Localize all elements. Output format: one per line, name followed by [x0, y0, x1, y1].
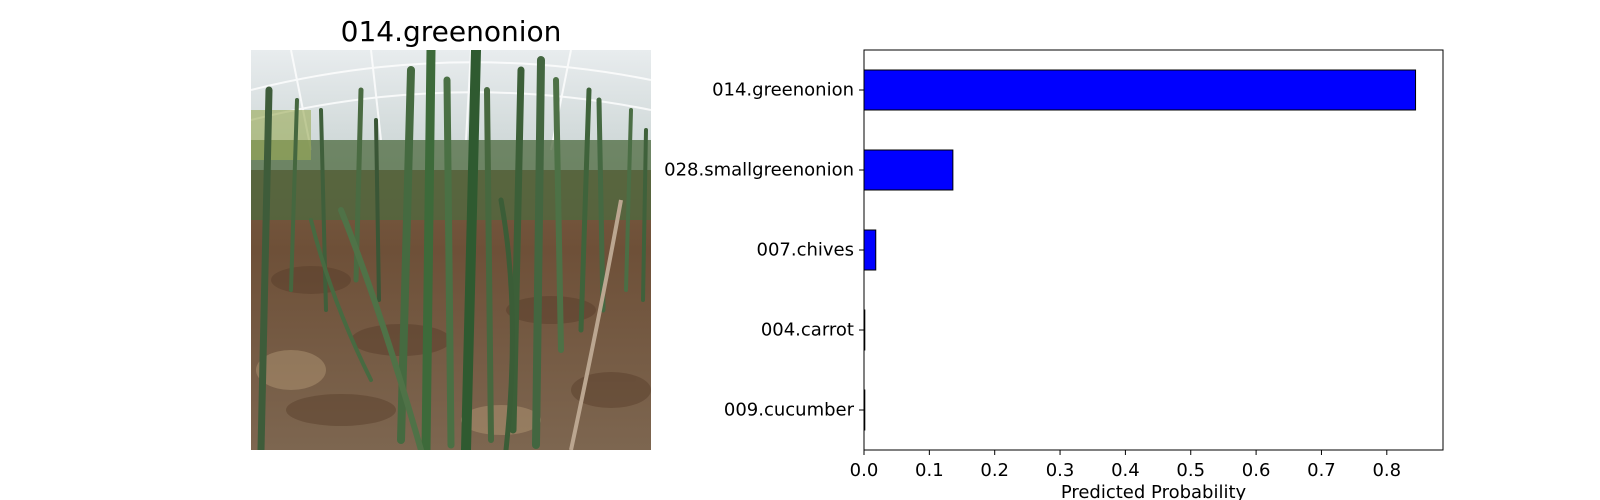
greenonion-photo [251, 50, 651, 450]
y-tick-label: 028.smallgreenonion [664, 160, 854, 181]
plot-frame [863, 49, 1444, 451]
x-tick-label: 0.2 [980, 460, 1009, 481]
y-tick-label: 014.greenonion [712, 80, 854, 101]
bar [863, 69, 1417, 111]
image-title: 014.greenonion [340, 15, 562, 48]
x-tick-label: 0.0 [850, 460, 879, 481]
x-tick-label: 0.1 [915, 460, 944, 481]
y-tick-label: 009.cucumber [724, 400, 855, 421]
x-axis-label: Predicted Probability [1061, 482, 1247, 500]
x-tick-label: 0.3 [1046, 460, 1075, 481]
x-tick-label: 0.5 [1176, 460, 1205, 481]
x-tick-label: 0.6 [1242, 460, 1271, 481]
bar [863, 149, 954, 191]
x-tick-label: 0.8 [1372, 460, 1401, 481]
y-tick-label: 007.chives [757, 240, 855, 261]
y-tick-label: 004.carrot [761, 320, 854, 341]
x-tick-label: 0.4 [1111, 460, 1140, 481]
x-tick-label: 0.7 [1307, 460, 1336, 481]
bar [863, 229, 877, 271]
